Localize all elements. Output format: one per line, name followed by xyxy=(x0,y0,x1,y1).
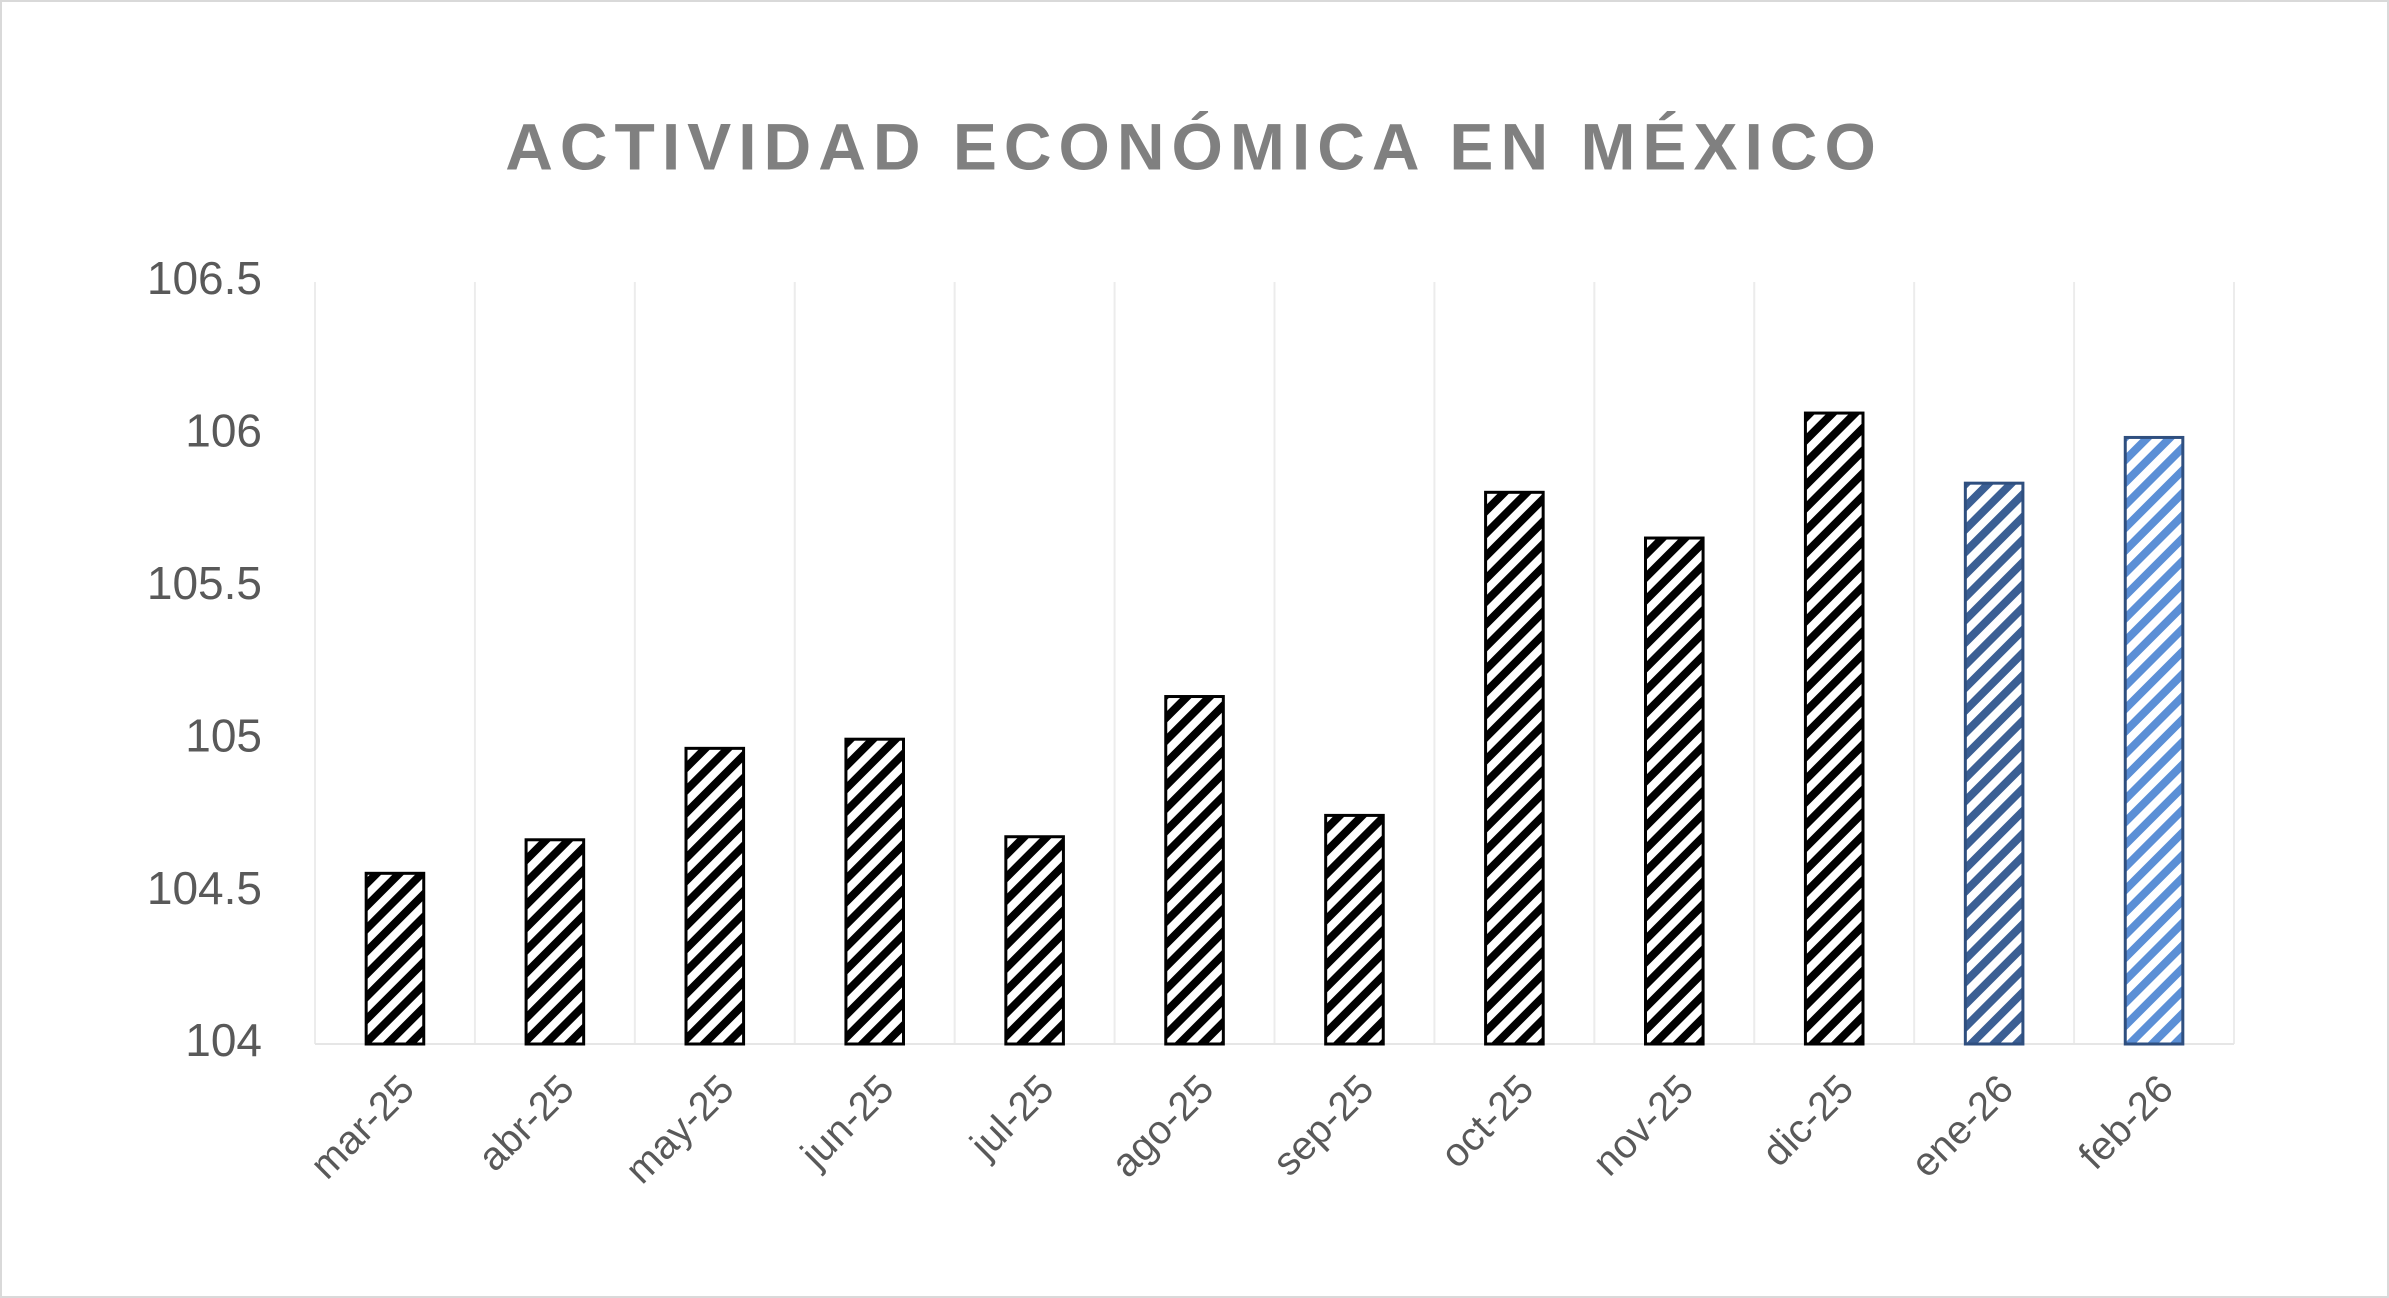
y-tick-label: 106.5 xyxy=(147,252,262,304)
bar xyxy=(364,871,426,1046)
bar xyxy=(1484,490,1545,1046)
chart-title: ACTIVIDAD ECONÓMICA EN MÉXICO xyxy=(505,109,1883,183)
bar xyxy=(1004,835,1065,1046)
bar xyxy=(524,838,586,1046)
bar xyxy=(1644,536,1705,1046)
bar xyxy=(844,737,905,1046)
bar xyxy=(2123,435,2185,1046)
y-tick-label: 105 xyxy=(185,709,262,761)
bar xyxy=(684,746,746,1046)
y-tick-label: 104 xyxy=(185,1014,262,1066)
y-tick-label: 106 xyxy=(185,405,262,457)
y-tick-label: 105.5 xyxy=(147,557,262,609)
bar xyxy=(1803,411,1865,1046)
bar xyxy=(1164,695,1225,1046)
bar xyxy=(1324,813,1385,1046)
y-tick-label: 104.5 xyxy=(147,862,262,914)
bar xyxy=(1963,481,2025,1046)
